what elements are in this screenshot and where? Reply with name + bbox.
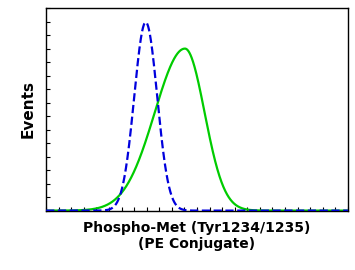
Y-axis label: Events: Events bbox=[21, 80, 36, 138]
X-axis label: Phospho-Met (Tyr1234/1235)
(PE Conjugate): Phospho-Met (Tyr1234/1235) (PE Conjugate… bbox=[83, 221, 311, 251]
